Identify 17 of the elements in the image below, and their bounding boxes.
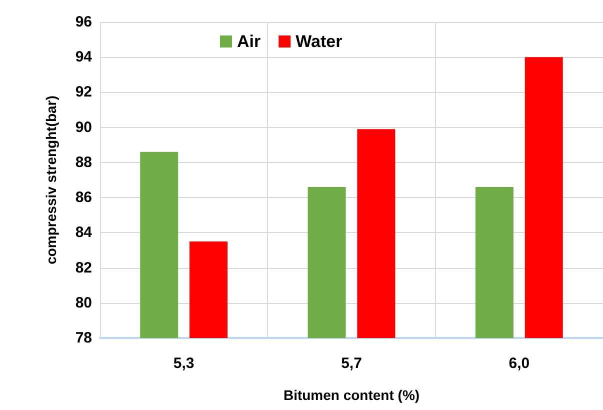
y-tick-label: 82 xyxy=(75,259,92,276)
x-tick-label: 5,7 xyxy=(341,355,362,372)
y-tick-label: 80 xyxy=(75,294,92,312)
y-tick-label: 84 xyxy=(75,224,93,242)
y-tick-label: 88 xyxy=(75,154,92,171)
y-tick-label: 96 xyxy=(75,14,92,30)
y-tick-label: 94 xyxy=(75,48,93,66)
legend-label: Air xyxy=(237,32,261,51)
y-tick-label: 90 xyxy=(75,118,92,136)
y-tick-label: 92 xyxy=(75,84,92,101)
y-tick-label: 86 xyxy=(75,189,92,206)
x-tick-label: 6,0 xyxy=(508,355,530,372)
x-tick-label: 5,3 xyxy=(173,355,194,372)
y-axis-title: compressiv strenght(bar) xyxy=(43,96,59,264)
x-axis-title: Bitumen content (%) xyxy=(283,387,420,403)
y-tick-label: 78 xyxy=(75,330,92,346)
legend-label: Water xyxy=(296,32,343,51)
